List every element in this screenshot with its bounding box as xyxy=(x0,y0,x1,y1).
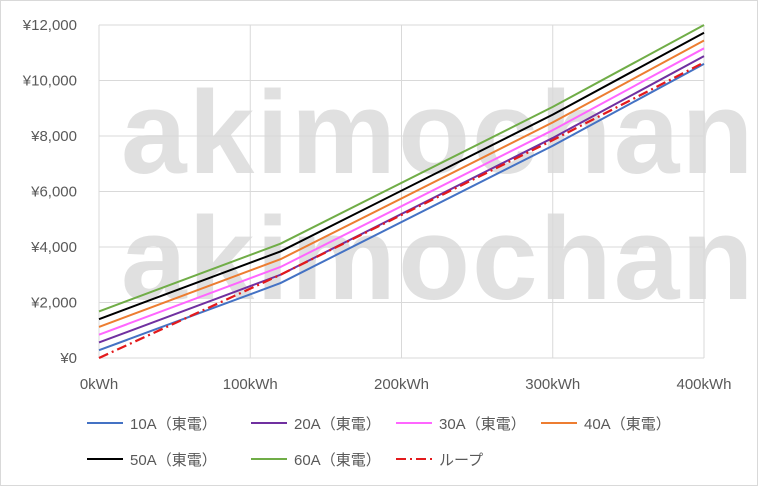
legend-label: 50A（東電） xyxy=(130,452,217,469)
legend-label: 20A（東電） xyxy=(294,416,381,433)
legend-item: 60A（東電） xyxy=(251,452,381,469)
series-line-3 xyxy=(98,47,705,336)
legend: 10A（東電） 20A（東電） 30A（東電） 40A（東電） 50A（東電） 60A（東… xyxy=(87,416,671,469)
legend-item: ループ xyxy=(396,452,483,469)
series-line-4 xyxy=(98,39,705,328)
y-tick-label: ¥2,000 xyxy=(30,295,77,312)
y-tick-label: ¥4,000 xyxy=(30,239,77,256)
x-tick-label: 200kWh xyxy=(374,376,429,393)
series-line-7 xyxy=(98,61,705,360)
legend-label: 60A（東電） xyxy=(294,452,381,469)
legend-item: 50A（東電） xyxy=(87,452,217,469)
legend-item: 40A（東電） xyxy=(541,416,671,433)
y-axis-tick-labels: ¥0 ¥2,000 ¥4,000 ¥6,000 ¥8,000 ¥10,000 ¥12,000 xyxy=(22,17,77,367)
y-tick-label: ¥8,000 xyxy=(30,128,77,145)
legend-label: 10A（東電） xyxy=(130,416,217,433)
y-tick-label: ¥0 xyxy=(59,350,77,367)
x-tick-label: 400kWh xyxy=(676,376,731,393)
legend-label: ループ xyxy=(439,452,483,469)
series-line-6 xyxy=(98,24,705,313)
gridlines xyxy=(98,24,705,359)
series-line-1 xyxy=(98,62,705,352)
series-line-2 xyxy=(98,55,705,344)
y-tick-label: ¥6,000 xyxy=(30,184,77,201)
x-tick-label: 100kWh xyxy=(223,376,278,393)
y-tick-label: ¥12,000 xyxy=(22,17,77,34)
legend-item: 30A（東電） xyxy=(396,416,526,433)
series-line-5 xyxy=(98,31,705,321)
series-lines xyxy=(98,24,705,360)
legend-label: 40A（東電） xyxy=(584,416,671,433)
legend-item: 10A（東電） xyxy=(87,416,217,433)
x-tick-label: 300kWh xyxy=(525,376,580,393)
legend-label: 30A（東電） xyxy=(439,416,526,433)
y-tick-label: ¥10,000 xyxy=(22,73,77,90)
legend-item: 20A（東電） xyxy=(251,416,381,433)
watermark: akimochan akimochan xyxy=(121,67,755,325)
watermark-line-1: akimochan xyxy=(121,67,755,199)
x-tick-label: 0kWh xyxy=(80,376,118,393)
x-axis-tick-labels: 0kWh 100kWh 200kWh 300kWh 400kWh xyxy=(80,376,732,393)
